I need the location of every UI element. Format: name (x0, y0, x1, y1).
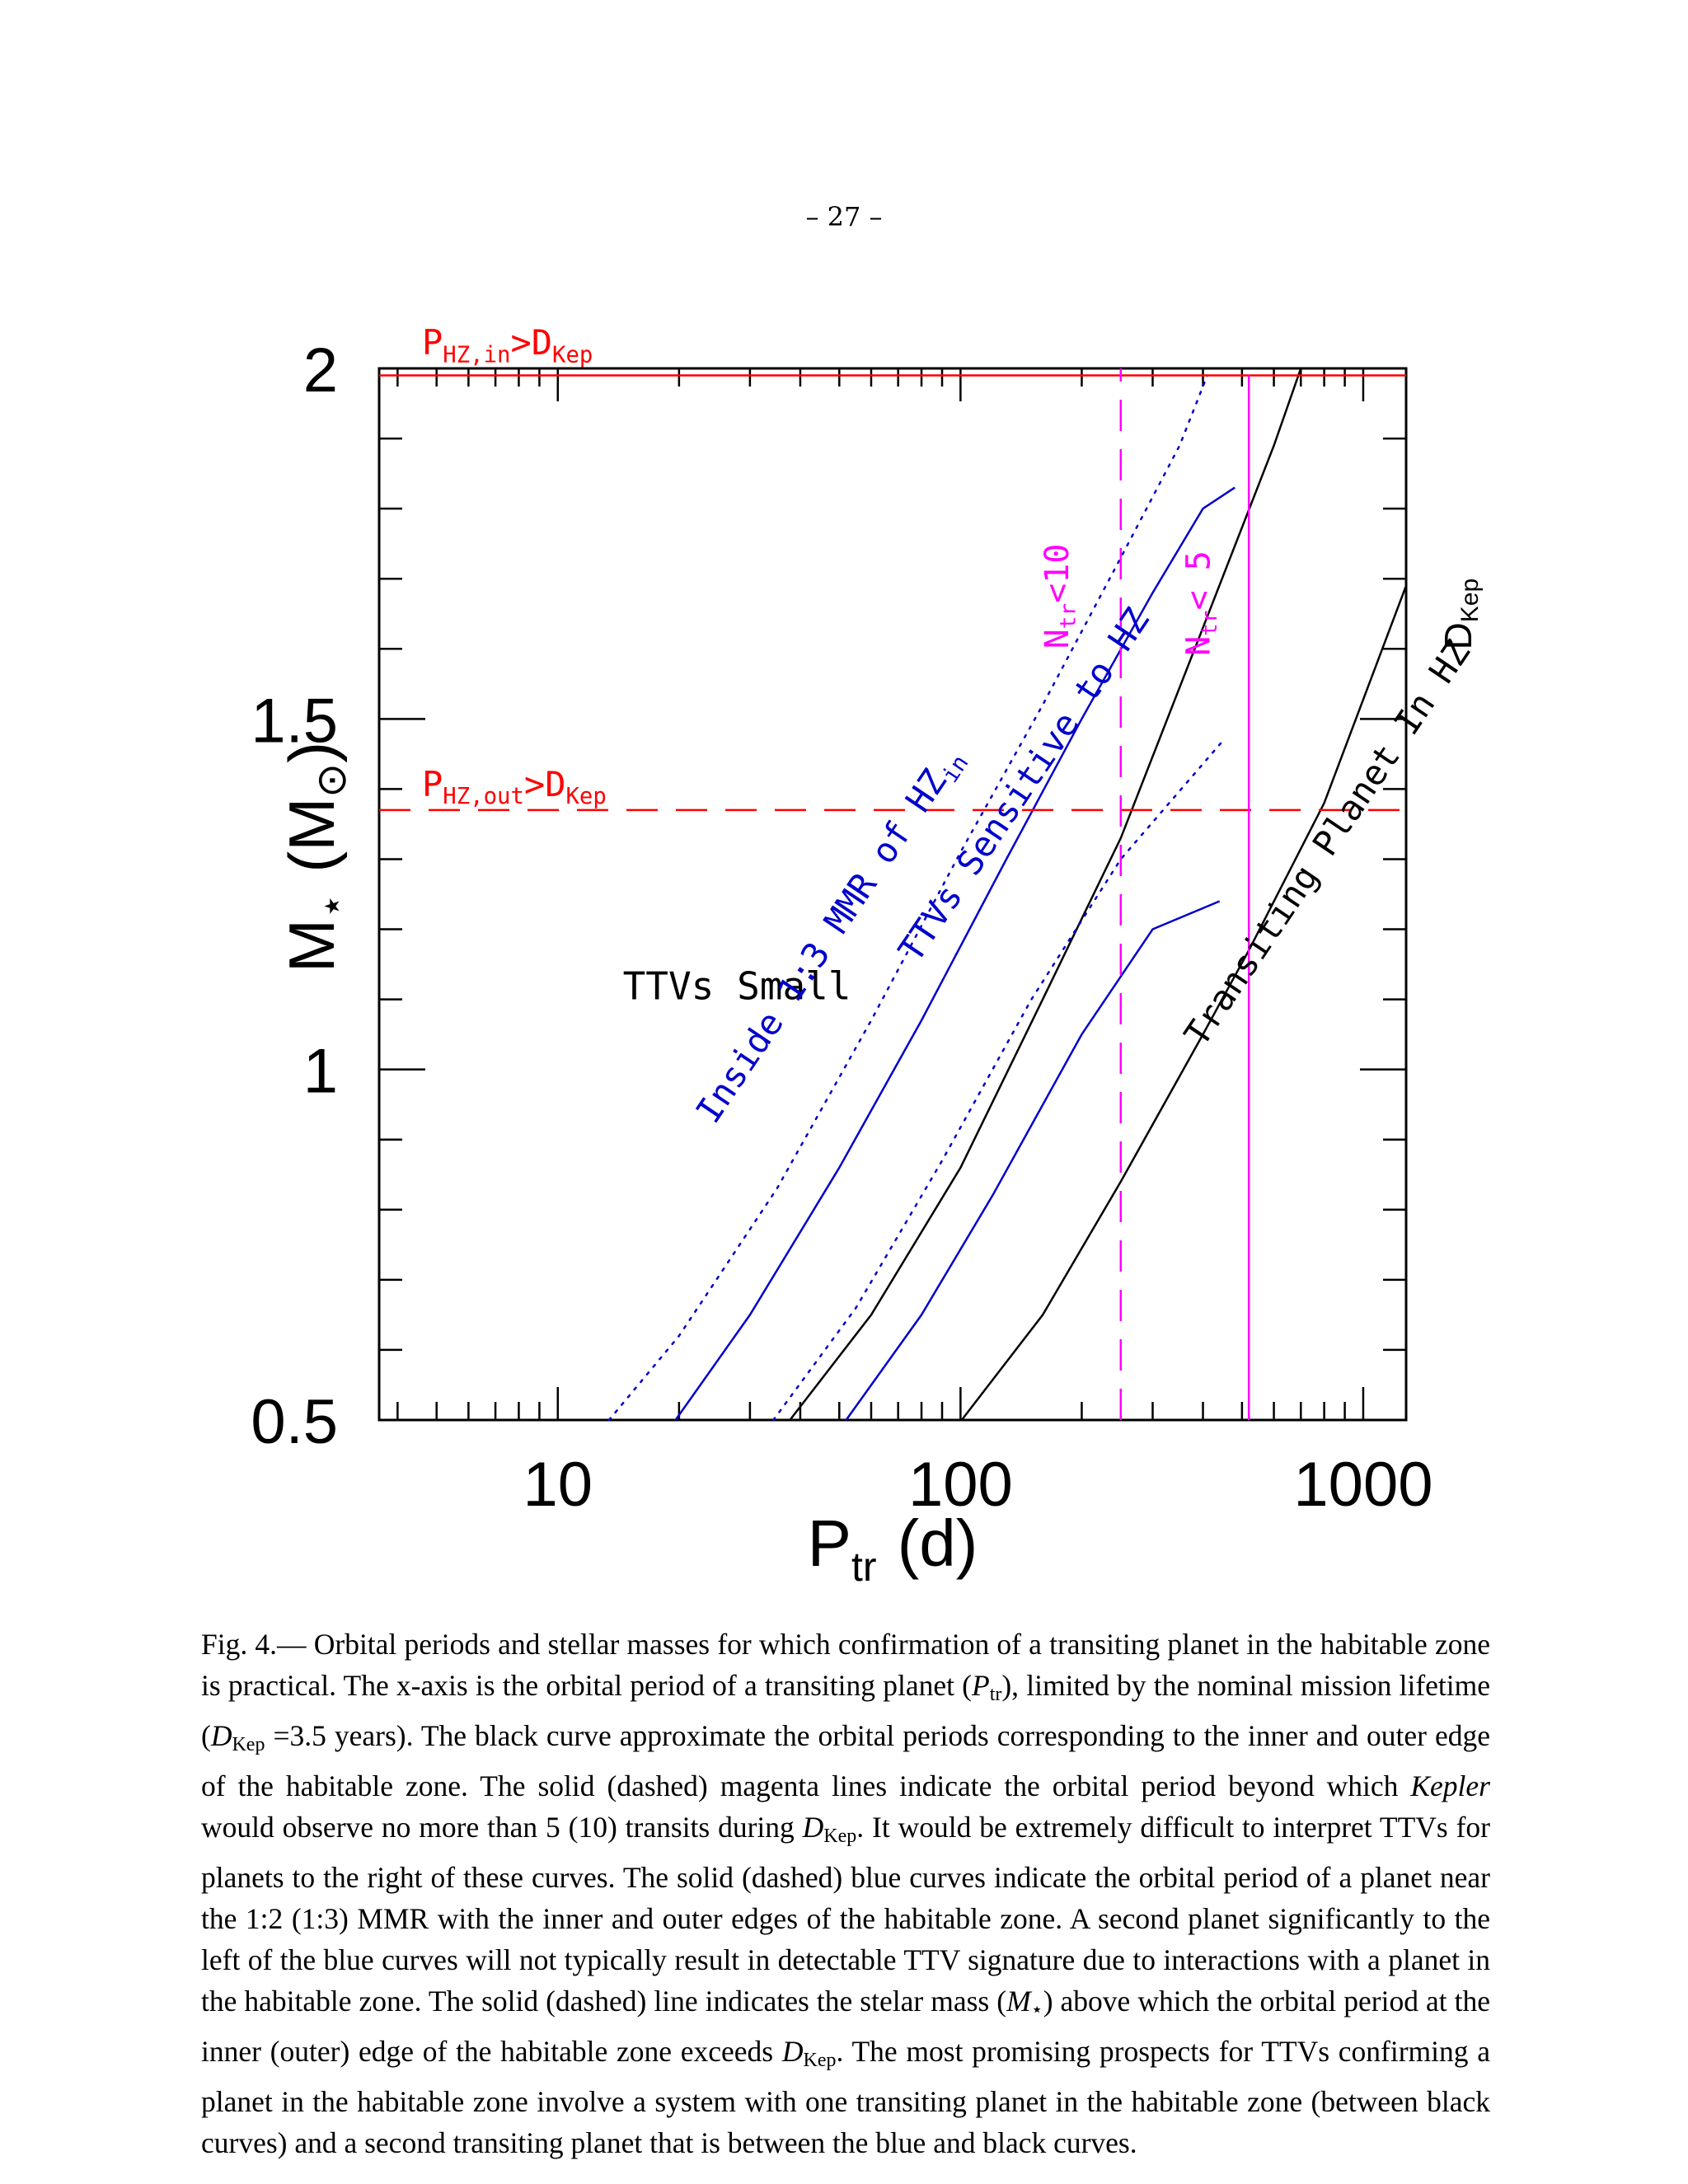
x-axis-label-sub: tr (851, 1544, 877, 1590)
caption-seg6: ) above which the orbital period at the … (201, 1985, 1491, 2068)
annotation-text: Transiting Planet In HZ (1176, 633, 1478, 1053)
caption-seg2: ), limited by the nominal mission lifeti… (201, 1669, 1490, 1752)
annotation-main: P (422, 764, 443, 804)
y-tick-label: 1.5 (251, 686, 338, 756)
annotation: Ntr< 5 (1179, 551, 1222, 656)
caption-m-sub: ⋆ (1030, 1999, 1043, 2021)
caption-d-symbol-2: D (802, 1811, 824, 1844)
annotation-text: PHZ,in>DKep (422, 322, 593, 368)
caption-seg1: Orbital periods and stellar masses for w… (201, 1628, 1490, 1702)
y-axis-label-main: M (275, 919, 348, 972)
annotation-main: P (422, 322, 443, 363)
y-axis-label-sub: ⋆ (308, 893, 354, 919)
annotation: Transiting Planet In HZ (1176, 633, 1478, 1053)
x-tick-label: 100 (908, 1450, 1013, 1520)
caption-p-symbol: P (972, 1669, 990, 1702)
x-tick-label: 10 (523, 1450, 593, 1520)
y-tick-label: 2 (303, 335, 338, 405)
x-axis-label: Ptr (d) (808, 1507, 978, 1590)
black-solid-curve (960, 585, 1408, 1421)
annotation-tail: <10 (1039, 544, 1076, 603)
caption-kepler: Kepler (1410, 1769, 1490, 1802)
annotation-text: PHZ,out>DKep (422, 764, 607, 809)
caption-seg5: . It would be extremely difficult to int… (201, 1811, 1490, 2018)
blue-dotted-curve (607, 374, 1209, 1422)
annotation-text: TTVs Small (623, 964, 851, 1009)
caption-text: Fig. 4.— Orbital periods and stellar mas… (201, 1624, 1490, 2163)
annotation-tail: >D (510, 322, 552, 363)
figure-caption: Fig. 4.— Orbital periods and stellar mas… (201, 1624, 1490, 2163)
caption-seg3: =3.5 years). The black curve approximate… (201, 1719, 1490, 1802)
annotation-sub: HZ,in (443, 342, 510, 368)
caption-m-symbol: M (1006, 1985, 1031, 2018)
tick-labels: 10 100 1000 0.5 1 1.5 2 (251, 335, 1432, 1520)
y-axis-label-close: ) (275, 742, 348, 763)
caption-d-sub-2: Kep (823, 1825, 857, 1847)
annotation-text: Ntr<10 (1039, 544, 1081, 649)
annotation-tail: < 5 (1179, 551, 1217, 610)
caption-d-sub: Kep (232, 1734, 265, 1755)
axis-ticks (379, 367, 1406, 1422)
y-tick-label: 0.5 (251, 1387, 338, 1457)
annotation-sub: tr (1198, 610, 1222, 635)
y-tick-label: 1 (303, 1037, 338, 1107)
caption-fig-label: Fig. 4.— (201, 1628, 307, 1661)
y-axis-label: M⋆ (M⊙) (275, 742, 354, 972)
annotation-main: N (1179, 636, 1217, 656)
annotation: PHZ,out>DKep (422, 764, 607, 809)
caption-d-symbol-3: D (781, 2035, 804, 2068)
y-axis-label-sun: ⊙ (308, 763, 354, 798)
annotation-sub: tr (1057, 603, 1081, 629)
annotation-sub2: Kep (565, 784, 606, 809)
annotation: PHZ,in>DKep (422, 322, 593, 368)
x-tick-label: 1000 (1293, 1450, 1432, 1520)
annotation: Ntr<10 (1039, 544, 1081, 649)
annotation-sub2: Kep (552, 342, 593, 368)
caption-p-sub: tr (989, 1684, 1002, 1705)
blue-solid-curve (674, 486, 1236, 1421)
right-axis-label: DKep (1437, 579, 1484, 650)
caption-seg4: would observe no more than 5 (10) transi… (201, 1811, 803, 1844)
x-axis-label-main: P (808, 1507, 851, 1580)
y-axis-label-tail: (M (275, 798, 348, 873)
plot-frame (377, 367, 1408, 1422)
annotation-main: Transiting Planet In HZ (1176, 633, 1478, 1053)
annotation-sub: HZ,out (443, 784, 524, 809)
right-axis-label-sub: Kep (1456, 579, 1484, 622)
chart-series (379, 368, 1408, 1422)
annotation-main: TTVs Small (623, 964, 851, 1009)
caption-d-symbol: D (210, 1719, 232, 1752)
caption-d-sub-3: Kep (803, 2050, 837, 2071)
annotation-tail: >D (524, 764, 566, 804)
right-axis-label-main: D (1437, 622, 1479, 649)
annotation: TTVs Small (623, 964, 851, 1009)
blue-solid-curve (845, 900, 1221, 1421)
black-solid-curve (789, 368, 1302, 1421)
page-number: – 27 – (805, 201, 883, 232)
caption-seg7: . The most promising prospects for TTVs … (201, 2035, 1490, 2159)
annotation-main: N (1039, 629, 1076, 649)
annotation-text: Ntr< 5 (1179, 551, 1222, 656)
x-axis-label-tail: (d) (898, 1507, 978, 1580)
